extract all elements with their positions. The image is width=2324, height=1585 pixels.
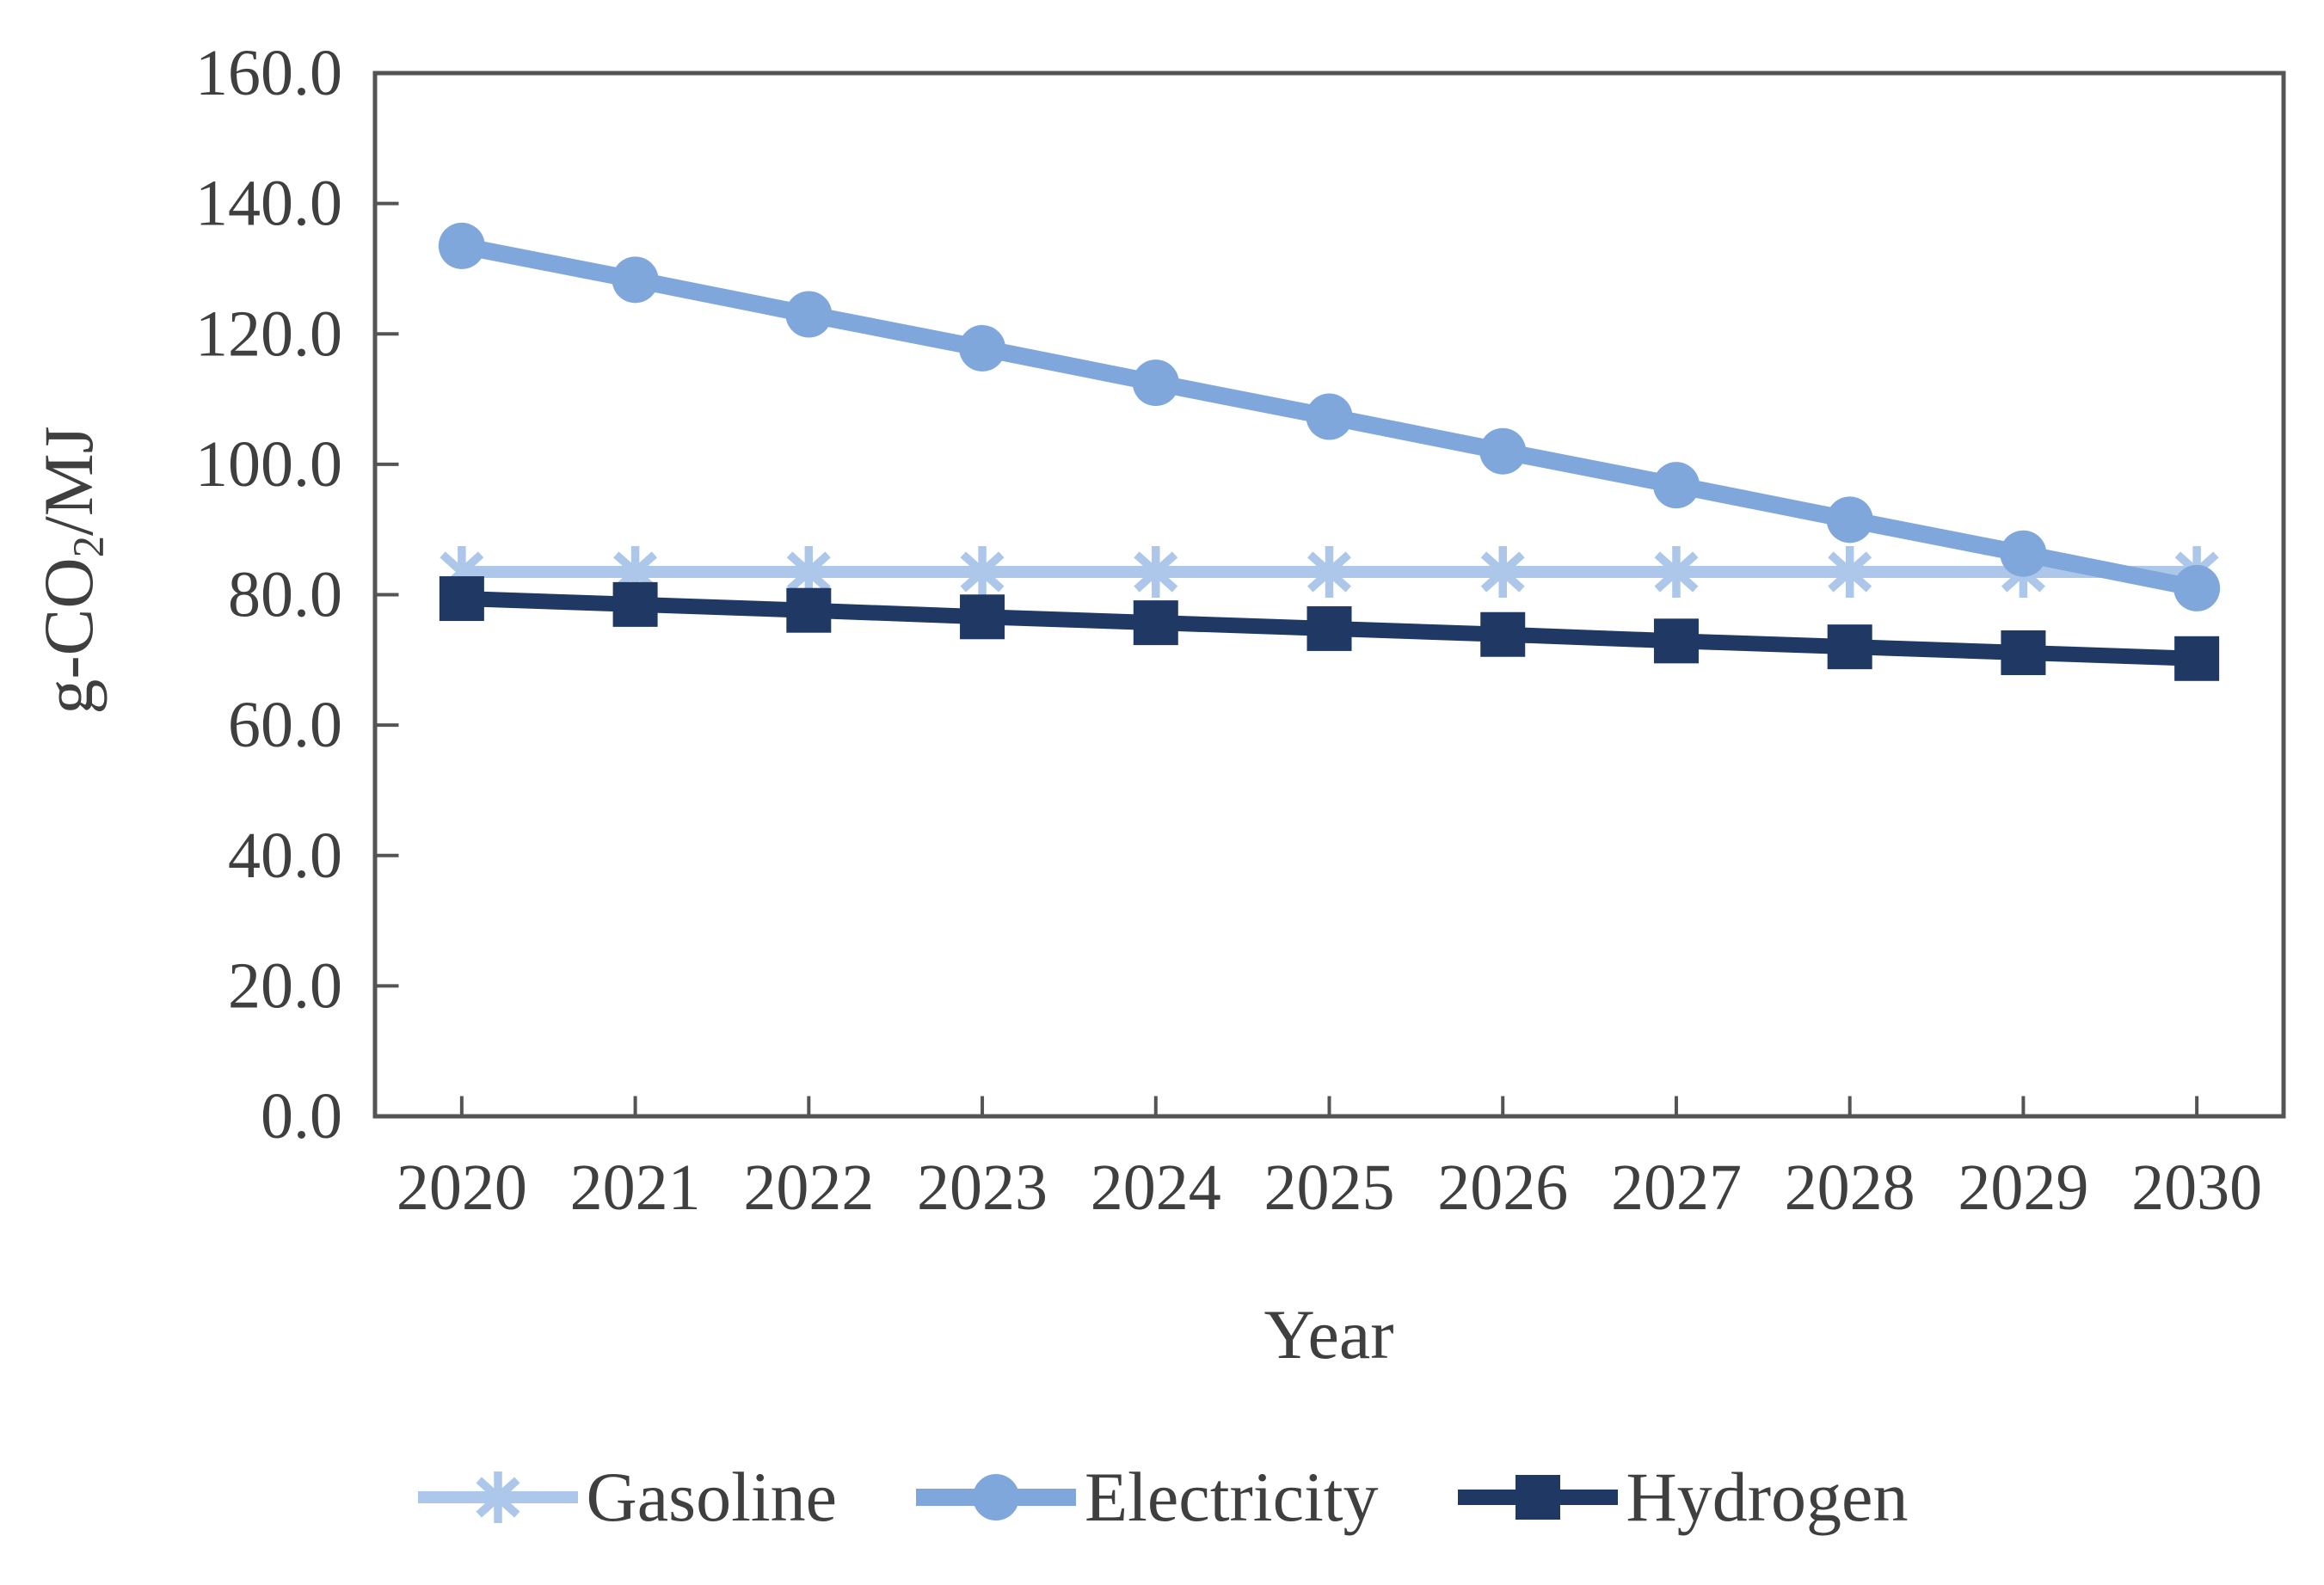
data-point-marker: [1652, 462, 1700, 509]
data-point-marker: [1306, 393, 1353, 440]
data-point-marker: [1480, 611, 1526, 657]
legend-marker-square: [1457, 1475, 1618, 1520]
y-tick-label: 80.0: [228, 559, 342, 631]
plot-frame: [372, 71, 2286, 1119]
x-tick-label: 2023: [917, 1152, 1048, 1224]
data-point-marker: [2173, 564, 2221, 611]
legend-label-electricity: Electricity: [1085, 1458, 1379, 1536]
legend: Gasoline Electricity Hydrogen: [0, 1462, 2324, 1533]
y-tick-label: 140.0: [195, 168, 342, 240]
x-tick-label: 2025: [1264, 1152, 1395, 1224]
y-axis-title-post: /MJ: [29, 426, 108, 536]
data-point-marker: [1132, 359, 1179, 407]
x-tick-label: 2022: [743, 1152, 874, 1224]
data-point-marker: [2174, 636, 2220, 681]
data-point-marker: [960, 594, 1005, 640]
y-axis-title-pre: g-CO: [29, 557, 108, 715]
data-point-marker: [959, 324, 1006, 372]
data-point-marker: [2001, 630, 2046, 675]
data-point-marker: [438, 222, 485, 269]
x-tick-label: 2026: [1437, 1152, 1568, 1224]
x-tick-label: 2024: [1091, 1152, 1221, 1224]
data-point-marker: [2000, 530, 2047, 577]
data-point-marker: [973, 1474, 1020, 1520]
x-tick-label: 2029: [1958, 1152, 2088, 1224]
data-point-marker: [960, 545, 1005, 598]
series-electricity: [438, 222, 2221, 611]
data-point-marker: [1826, 496, 1873, 544]
data-point-marker: [1480, 545, 1525, 598]
legend-marker-asterisk: [417, 1471, 578, 1523]
data-point-marker: [1307, 545, 1351, 598]
y-axis-title-sub: 2: [64, 535, 113, 558]
x-tick-label: 2027: [1611, 1152, 1742, 1224]
data-point-marker: [1133, 600, 1178, 646]
legend-label-hydrogen: Hydrogen: [1626, 1458, 1909, 1536]
series-hydrogen: [439, 576, 2220, 681]
data-point-marker: [1827, 624, 1872, 670]
series-gasoline: [440, 545, 2219, 598]
y-tick-label: 0.0: [261, 1080, 342, 1152]
x-axis-title: Year: [1263, 1295, 1394, 1373]
data-point-marker: [1653, 618, 1699, 664]
data-point-marker: [785, 291, 833, 338]
x-tick-label: 2028: [1785, 1152, 1915, 1224]
legend-item-electricity: Electricity: [914, 1462, 1379, 1533]
data-point-marker: [1654, 545, 1699, 598]
legend-marker-circle: [916, 1474, 1077, 1520]
y-tick-label: 60.0: [228, 689, 342, 761]
data-point-marker: [1515, 1475, 1560, 1520]
data-point-marker: [476, 1471, 520, 1523]
x-tick-label: 2020: [397, 1152, 527, 1224]
data-point-marker: [612, 256, 659, 304]
legend-item-hydrogen: Hydrogen: [1456, 1458, 1909, 1536]
data-point-marker: [1306, 605, 1352, 651]
data-point-marker: [1134, 545, 1178, 598]
data-point-marker: [439, 576, 484, 622]
y-tick-label: 40.0: [228, 820, 342, 892]
legend-item-gasoline: Gasoline: [416, 1462, 837, 1533]
y-axis-title: g-CO2/MJ: [29, 426, 113, 714]
y-tick-label: 20.0: [228, 949, 342, 1022]
data-point-marker: [1479, 427, 1527, 475]
x-tick-label: 2030: [2131, 1152, 2262, 1224]
legend-label-gasoline: Gasoline: [586, 1458, 838, 1536]
x-tick-label: 2021: [570, 1152, 701, 1224]
data-point-marker: [612, 581, 658, 627]
y-tick-label: 160.0: [195, 37, 342, 109]
y-tick-label: 120.0: [195, 298, 342, 370]
y-tick-label: 100.0: [195, 428, 342, 501]
data-point-marker: [786, 587, 832, 633]
data-point-marker: [1828, 545, 1872, 598]
